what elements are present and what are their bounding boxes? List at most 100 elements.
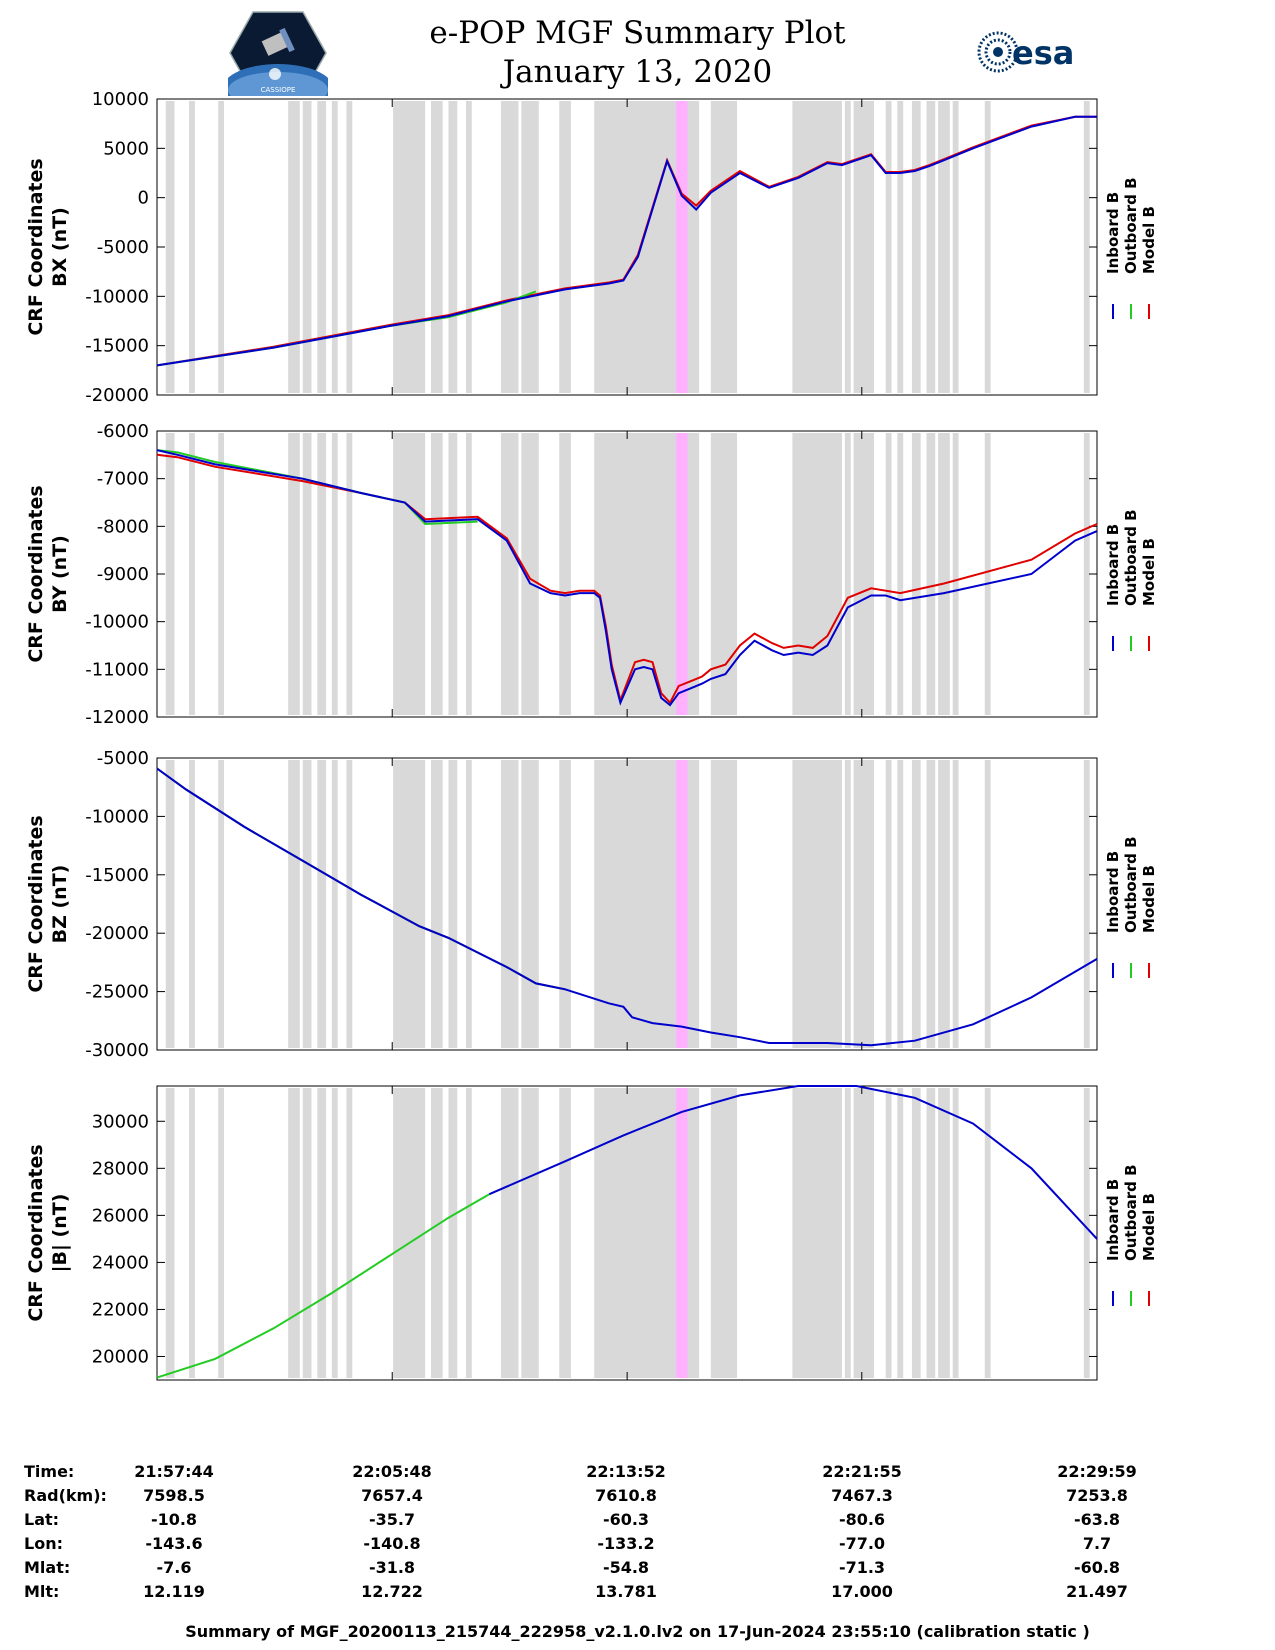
- gap-band: [165, 1088, 175, 1378]
- gap-band: [984, 101, 991, 393]
- gap-band: [393, 760, 426, 1048]
- gap-band: [189, 1088, 195, 1378]
- info-cell: -63.8: [1073, 1510, 1121, 1529]
- info-cell: -71.3: [838, 1558, 886, 1577]
- gap-band: [559, 760, 571, 1048]
- y-tick-label: -6000: [97, 421, 149, 442]
- y-tick-label: -25000: [85, 982, 149, 1003]
- event-band: [675, 1088, 688, 1378]
- info-row-label: Mlat:: [24, 1558, 71, 1577]
- info-cell: 7.7: [1082, 1534, 1112, 1553]
- gap-band: [500, 760, 519, 1048]
- gap-band: [559, 101, 571, 393]
- legend-label-model: Model B: [1140, 538, 1158, 606]
- gap-band: [500, 433, 519, 715]
- info-cell: 13.781: [595, 1582, 657, 1601]
- gap-band: [465, 433, 472, 715]
- info-row: Time: 21:57:44 22:05:48 22:13:52 22:21:55 22:…: [0, 1462, 1275, 1486]
- gap-band: [938, 101, 950, 393]
- gap-band: [952, 1088, 959, 1378]
- gap-band: [331, 433, 338, 715]
- y-tick-label: -12000: [85, 707, 149, 728]
- gap-band: [393, 101, 426, 393]
- info-cell: 12.119: [143, 1582, 205, 1601]
- gap-band: [792, 101, 842, 393]
- info-cell: 21:57:44: [134, 1462, 214, 1481]
- y-axis-label: CRF Coordinates: [25, 158, 47, 335]
- y-tick-label: -8000: [97, 516, 149, 537]
- series-model-b: [156, 453, 1098, 705]
- gap-band: [331, 101, 338, 393]
- y-tick-label: 5000: [103, 138, 149, 159]
- series-inboard-b: [156, 449, 1098, 707]
- gap-band: [792, 433, 842, 715]
- gap-band: [218, 101, 225, 393]
- gap-band: [218, 1088, 225, 1378]
- chart-panel-2: -12000 -11000 -10000 -9000 -8000 -7000 -6000 CR…: [25, 421, 1158, 728]
- gap-band: [189, 760, 195, 1048]
- gap-band: [926, 101, 936, 393]
- gap-band: [938, 1088, 950, 1378]
- esa-logo: esa: [977, 31, 1074, 73]
- chart-panel-4: 20000 22000 24000 26000 28000 30000 CRF Coordi…: [25, 1085, 1158, 1381]
- plot-date: January 13, 2020: [502, 54, 773, 90]
- gap-band: [465, 1088, 472, 1378]
- gap-band: [317, 433, 327, 715]
- gap-band: [911, 433, 921, 715]
- gap-band: [393, 1088, 426, 1378]
- gap-band: [911, 1088, 921, 1378]
- info-cell: -54.8: [602, 1558, 650, 1577]
- gap-band: [710, 101, 738, 393]
- gap-band: [952, 760, 959, 1048]
- info-cell: -77.0: [838, 1534, 886, 1553]
- y-tick-label: -20000: [85, 385, 149, 406]
- gap-band: [288, 760, 300, 1048]
- legend-label-outboard: Outboard B: [1122, 177, 1140, 274]
- gap-band: [1083, 760, 1090, 1048]
- legend-label-model: Model B: [1140, 865, 1158, 933]
- gap-band: [302, 1088, 312, 1378]
- gap-band: [346, 1088, 353, 1378]
- gap-band: [1083, 1088, 1090, 1378]
- y-tick-label: -9000: [97, 564, 149, 585]
- info-cell: -60.8: [1073, 1558, 1121, 1577]
- gap-band: [288, 1088, 300, 1378]
- gap-band: [897, 433, 904, 715]
- gap-band: [302, 433, 312, 715]
- info-cell: 12.722: [361, 1582, 423, 1601]
- y-axis-unit-label: BY (nT): [49, 535, 71, 613]
- info-row-label: Lon:: [24, 1534, 63, 1553]
- info-row: Lat: -10.8 -35.7 -60.3 -80.6 -63.8: [0, 1510, 1275, 1534]
- y-axis-unit-label: BX (nT): [49, 207, 71, 287]
- info-cell: 7253.8: [1066, 1486, 1128, 1505]
- gap-band: [844, 1088, 851, 1378]
- gap-band: [393, 433, 426, 715]
- gap-band: [897, 1088, 904, 1378]
- info-cell: -80.6: [838, 1510, 886, 1529]
- gap-band: [952, 433, 959, 715]
- info-cell: -10.8: [150, 1510, 198, 1529]
- gap-band: [302, 101, 312, 393]
- gap-band: [346, 760, 353, 1048]
- gap-band: [165, 433, 175, 715]
- y-tick-label: -7000: [97, 469, 149, 490]
- info-row-label: Mlt:: [24, 1582, 60, 1601]
- gap-band: [792, 1088, 842, 1378]
- y-tick-label: 24000: [92, 1252, 149, 1273]
- gap-band: [844, 760, 851, 1048]
- gap-band: [885, 760, 892, 1048]
- mgf-summary-charts: -20000 -15000 -10000 -5000 0 5000 10000 CRF Coo…: [25, 89, 1158, 1381]
- y-axis-label: CRF Coordinates: [25, 485, 47, 662]
- gap-band: [317, 760, 327, 1048]
- gap-band: [853, 1088, 875, 1378]
- legend-label-outboard: Outboard B: [1122, 836, 1140, 933]
- gap-band: [218, 760, 225, 1048]
- orbit-info-table: Time: 21:57:44 22:05:48 22:13:52 22:21:55 22:…: [0, 1462, 1275, 1606]
- gap-band: [984, 1088, 991, 1378]
- gap-band: [1083, 433, 1090, 715]
- info-cell: -143.6: [145, 1534, 203, 1553]
- gap-band: [710, 433, 738, 715]
- info-row-label: Time:: [24, 1462, 75, 1481]
- y-tick-label: -10000: [85, 286, 149, 307]
- info-cell: 22:13:52: [586, 1462, 666, 1481]
